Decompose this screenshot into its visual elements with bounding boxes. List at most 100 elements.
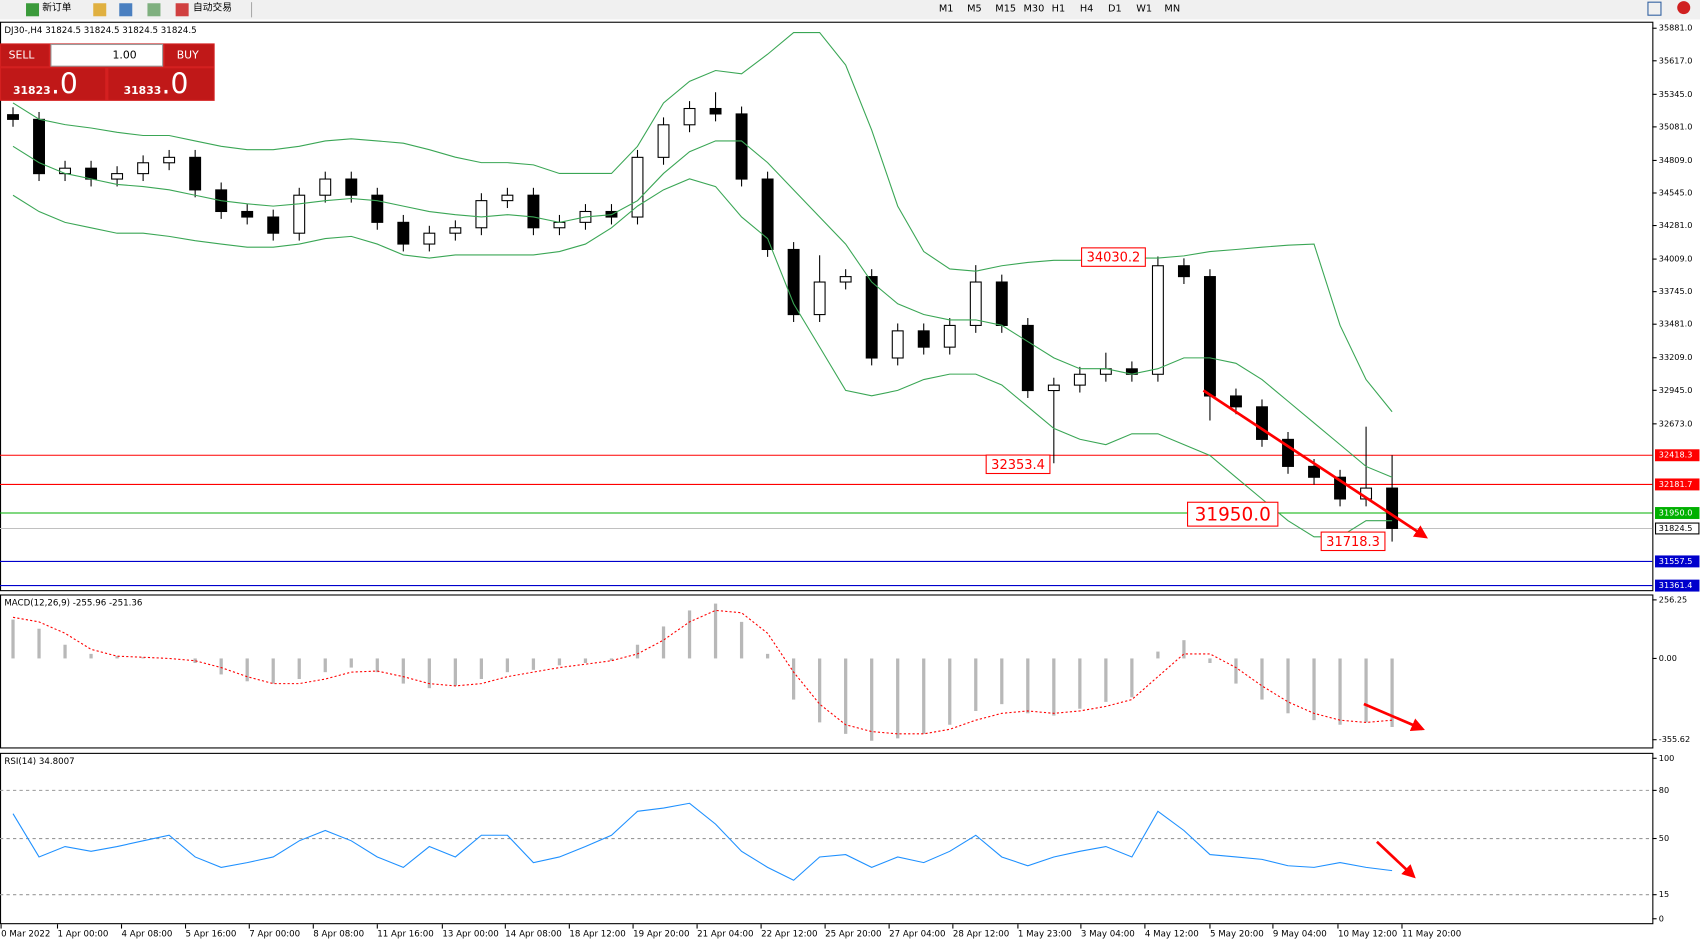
candle-body: [787, 248, 800, 316]
y-tick-label: 15: [1659, 889, 1669, 899]
timeframes: M1 M5 M15 M30 H1 H4 D1 W1 MN: [939, 4, 1180, 15]
sell-price-box[interactable]: [1, 68, 106, 100]
timeframe-button[interactable]: M15: [995, 4, 1016, 15]
candle-body: [449, 227, 462, 234]
x-tick-label: 11 Apr 16:00: [377, 929, 433, 939]
x-tick-label: 4 Apr 08:00: [122, 929, 173, 939]
y-tick-label: 35881.0: [1659, 23, 1693, 33]
panel-header: RSI(14) 34.8007: [4, 757, 74, 767]
new-order[interactable]: 新订单: [42, 1, 71, 14]
candle-body: [423, 232, 436, 245]
candle-body: [891, 330, 904, 359]
y-tick-label: 32673.0: [1659, 418, 1693, 428]
buy-price-box[interactable]: [108, 68, 214, 100]
trend-arrows: [1202, 389, 1428, 879]
x-tick-label: 8 Apr 08:00: [313, 929, 364, 939]
level-label-bg: [1655, 449, 1700, 462]
candle-body: [553, 221, 566, 229]
buy-button[interactable]: [164, 44, 214, 67]
y-tick-label: 33209.0: [1659, 352, 1693, 362]
panel-header: MACD(12,26,9) -255.96 -251.36: [4, 599, 142, 609]
y-tick-label: 0: [1659, 913, 1664, 923]
level-label-bg: [1655, 522, 1700, 535]
candle-body: [1230, 395, 1242, 408]
y-tick-label: 35081.0: [1659, 121, 1693, 131]
x-tick-label: 1 May 23:00: [1018, 929, 1072, 939]
level-label-bg: [1655, 579, 1700, 592]
x-tick-label: 3 May 04:00: [1081, 929, 1135, 939]
timeframe-button[interactable]: M5: [967, 4, 982, 15]
sell-price-main: 31823: [13, 84, 51, 97]
timeframe-button[interactable]: D1: [1108, 4, 1122, 15]
price-annotation: 31718.3: [1326, 535, 1380, 550]
candle-body: [813, 281, 826, 316]
y-tick-label: 34809.0: [1659, 155, 1693, 165]
candle-body: [1047, 384, 1060, 392]
candle-body: [1308, 465, 1320, 478]
x-tick-label: 4 May 12:00: [1145, 929, 1199, 939]
x-tick-label: 0 Mar 2022: [1, 929, 50, 939]
candle-body: [1151, 265, 1164, 375]
auto-trading[interactable]: 自动交易: [193, 1, 232, 14]
sell-button[interactable]: [1, 44, 49, 67]
bollinger-band: [12, 32, 1393, 413]
trend-arrow: [1363, 702, 1425, 731]
lot-input[interactable]: [50, 43, 164, 67]
price-annotation-box: [1081, 247, 1146, 267]
candle-body: [527, 194, 540, 229]
macd-panel: [0, 594, 1654, 749]
toolbar-bg: [0, 0, 1700, 20]
timeframe-button[interactable]: H1: [1052, 4, 1066, 15]
candle-body: [1282, 438, 1294, 467]
candle-body: [1256, 406, 1268, 440]
y-tick-label: 34009.0: [1659, 254, 1693, 264]
price-annotation: 34030.2: [1087, 251, 1141, 266]
sell-label: SELL: [9, 48, 35, 61]
level-label: 31950.0: [1659, 508, 1693, 518]
y-tick-label: 33481.0: [1659, 319, 1693, 329]
timeframe-button[interactable]: M1: [939, 4, 954, 15]
candle-body: [345, 178, 358, 196]
x-tick-label: 13 Apr 00:00: [442, 929, 498, 939]
candle-body: [293, 194, 306, 234]
x-tick-label: 28 Apr 12:00: [953, 929, 1009, 939]
level-label: 32181.7: [1659, 479, 1693, 489]
level-label-bg: [1655, 507, 1700, 519]
timeframe-button[interactable]: H4: [1080, 4, 1094, 15]
candle-body: [995, 281, 1008, 326]
candle-body: [1334, 476, 1347, 500]
candle-body: [163, 156, 176, 164]
timeframe-button[interactable]: W1: [1136, 4, 1152, 15]
search-icon[interactable]: [1647, 1, 1662, 16]
y-tick-label: 0.00: [1659, 653, 1677, 663]
candle-body: [7, 114, 19, 120]
x-tick-label: 9 May 04:00: [1273, 929, 1327, 939]
timeframe-button[interactable]: M30: [1023, 4, 1044, 15]
candle-body: [709, 107, 722, 115]
timeframe-button[interactable]: MN: [1164, 4, 1180, 15]
candle-body: [1386, 487, 1399, 529]
alert-icon[interactable]: [1677, 1, 1691, 15]
candle-body: [761, 178, 774, 251]
level-label-bg: [1655, 478, 1700, 491]
y-tick-label: 32945.0: [1659, 385, 1693, 395]
x-tick-label: 14 Apr 08:00: [505, 929, 561, 939]
y-tick-label: 35345.0: [1659, 89, 1693, 99]
icon: [175, 3, 189, 17]
y-tick-label: 33745.0: [1659, 286, 1693, 296]
candle-body: [839, 276, 852, 283]
buy-price-frac: .0: [162, 68, 189, 101]
level-label: 31361.4: [1659, 580, 1693, 590]
candle-body: [371, 194, 384, 223]
rsi-line: [12, 802, 1393, 881]
bollinger-band: [12, 140, 1393, 478]
candle-body: [943, 324, 956, 348]
y-tick-label: 100: [1659, 753, 1675, 763]
trade-panel: SELL 1.00 BUY 31823 .0 31833 .0: [0, 43, 215, 101]
candle-body: [85, 167, 98, 180]
candle-body: [267, 216, 280, 234]
candle-body: [59, 167, 72, 175]
